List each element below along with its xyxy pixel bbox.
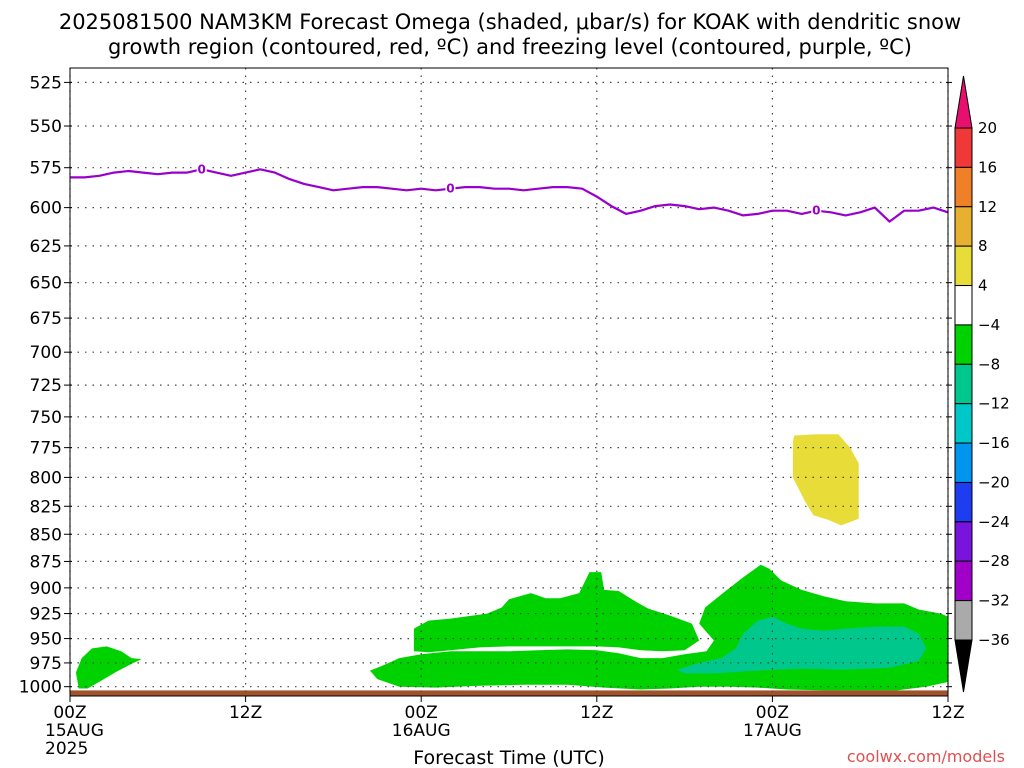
colorbar-swatch bbox=[954, 166, 973, 208]
colorbar-label: −8 bbox=[978, 355, 1000, 373]
y-tick-label: 725 bbox=[30, 376, 62, 396]
x-tick-label: 00Z bbox=[405, 703, 438, 723]
y-tick-label: 925 bbox=[30, 605, 62, 625]
colorbar-swatch bbox=[954, 560, 973, 602]
y-tick-label: 650 bbox=[30, 274, 62, 294]
colorbar-label: −16 bbox=[978, 434, 1010, 452]
y-tick-label: 950 bbox=[30, 630, 62, 650]
omega-region-3 bbox=[677, 616, 926, 674]
colorbar-swatch bbox=[954, 127, 973, 168]
freezing-level-contour: 0 0 0 bbox=[70, 161, 949, 223]
x-tick-label: 12Z bbox=[580, 703, 613, 723]
y-tick-label: 900 bbox=[30, 579, 62, 599]
colorbar-label: 16 bbox=[978, 158, 997, 176]
freezing-level-line bbox=[70, 168, 949, 223]
x-tick-label: 00Z bbox=[53, 703, 86, 723]
title-line-1: 2025081500 NAM3KM Forecast Omega (shaded… bbox=[59, 10, 961, 34]
y-tick-label: 850 bbox=[30, 525, 62, 545]
colorbar-swatch bbox=[954, 600, 973, 641]
freezing-level-label-bg bbox=[196, 161, 207, 177]
y-tick-label: 600 bbox=[30, 199, 62, 219]
colorbar-label: 12 bbox=[978, 198, 997, 216]
x-tick-label: 16AUG bbox=[392, 721, 451, 741]
omega-shading bbox=[75, 434, 948, 691]
colorbar-bottom-arrow bbox=[954, 639, 973, 693]
colorbar-swatch bbox=[954, 403, 973, 444]
colorbar-label: 20 bbox=[978, 119, 997, 137]
y-tick-label: 875 bbox=[30, 552, 62, 572]
colorbar-label: 8 bbox=[978, 237, 988, 255]
colorbar-swatch bbox=[954, 481, 973, 523]
x-tick-label: 2025 bbox=[45, 739, 88, 759]
colorbar-label: −36 bbox=[978, 631, 1010, 649]
y-tick-label: 750 bbox=[30, 408, 62, 428]
omega-region-0 bbox=[75, 646, 142, 689]
freezing-level-label: 0 bbox=[198, 162, 206, 176]
colorbar-label: −28 bbox=[978, 552, 1010, 570]
colorbar-swatch bbox=[954, 285, 973, 326]
colorbar-swatch bbox=[954, 245, 973, 287]
colorbar-label: −20 bbox=[978, 473, 1010, 491]
colorbar-swatch bbox=[954, 442, 973, 483]
omega-region-2 bbox=[413, 572, 700, 653]
y-tick-label: 575 bbox=[30, 159, 62, 179]
omega-region-4 bbox=[792, 434, 859, 526]
plot-frame bbox=[69, 67, 949, 697]
freezing-level-label: 0 bbox=[812, 204, 820, 218]
y-tick-label: 800 bbox=[30, 468, 62, 488]
x-tick-label: 12Z bbox=[931, 703, 964, 723]
x-tick-label: 17AUG bbox=[743, 721, 802, 741]
freezing-level-label-bg bbox=[445, 180, 456, 196]
y-tick-label: 825 bbox=[30, 497, 62, 517]
chart-title: 2025081500 NAM3KM Forecast Omega (shaded… bbox=[59, 10, 961, 59]
y-axis: 525 550 575 600 625 650 675 700 725 750 775 800 825 8… bbox=[19, 73, 952, 698]
colorbar-swatch bbox=[954, 206, 973, 247]
colorbar-top-arrow bbox=[954, 75, 973, 129]
x-axis-label: Forecast Time (UTC) bbox=[413, 747, 604, 768]
colorbar-swatch bbox=[954, 324, 973, 365]
title-line-2: growth region (contoured, red, ºC) and f… bbox=[108, 35, 912, 59]
colorbar-swatch bbox=[954, 521, 973, 562]
colorbar-label: 4 bbox=[978, 277, 988, 295]
colorbar-label: −12 bbox=[978, 395, 1010, 413]
y-tick-label: 675 bbox=[30, 309, 62, 329]
x-tick-label: 15AUG bbox=[45, 721, 104, 741]
y-tick-label: 775 bbox=[30, 439, 62, 459]
colorbar-swatch bbox=[954, 363, 973, 405]
freezing-level-label: 0 bbox=[446, 182, 454, 196]
colorbar-label: −4 bbox=[978, 316, 1000, 334]
x-tick-label: 00Z bbox=[756, 703, 789, 723]
colorbar: 20 16 12 8 4 −4 −8 −12 −16 −20 −24 −28 −32 −36 bbox=[954, 75, 1010, 693]
freezing-level-label-bg bbox=[811, 202, 822, 218]
colorbar-label: −32 bbox=[978, 592, 1010, 610]
colorbar-label: −24 bbox=[978, 513, 1010, 531]
y-tick-label: 550 bbox=[30, 117, 62, 137]
ground-band-rect bbox=[70, 690, 948, 696]
y-tick-label: 1000 bbox=[19, 678, 62, 698]
y-tick-label: 525 bbox=[30, 73, 62, 93]
y-tick-label: 625 bbox=[30, 237, 62, 257]
ground-band bbox=[70, 690, 948, 696]
y-tick-label: 700 bbox=[30, 343, 62, 363]
x-tick-label: 12Z bbox=[229, 703, 262, 723]
y-tick-label: 975 bbox=[30, 654, 62, 674]
credit-text: coolwx.com/models bbox=[847, 747, 1005, 766]
